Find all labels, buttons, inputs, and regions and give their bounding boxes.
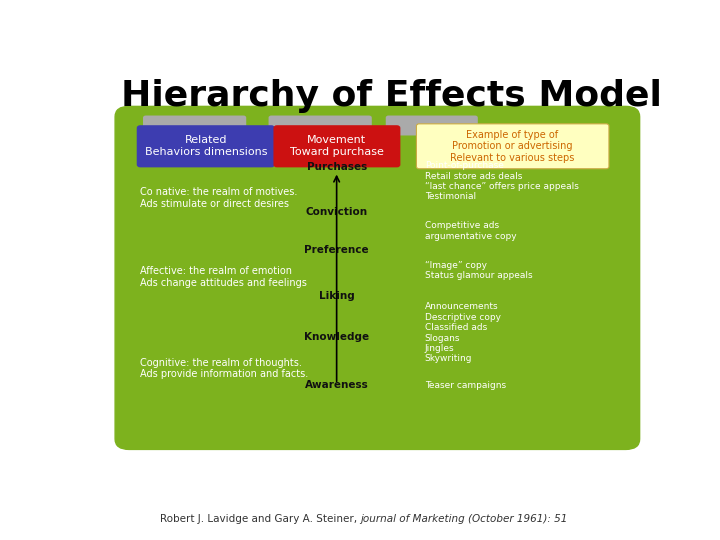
Text: Movement
Toward purchase: Movement Toward purchase [290, 136, 384, 157]
Text: Preference: Preference [305, 245, 369, 255]
FancyBboxPatch shape [115, 106, 639, 449]
Text: Announcements
Descriptive copy
Classified ads
Slogans
Jingles
Skywriting: Announcements Descriptive copy Classifie… [425, 302, 501, 363]
Text: Cognitive: the realm of thoughts.
Ads provide information and facts.: Cognitive: the realm of thoughts. Ads pr… [140, 357, 308, 379]
Text: Affective: the realm of emotion
Ads change attitudes and feelings: Affective: the realm of emotion Ads chan… [140, 266, 307, 288]
Text: Conviction: Conviction [305, 207, 368, 218]
Text: Hierarchy of Effects Model: Hierarchy of Effects Model [121, 79, 662, 113]
Text: Robert J. Lavidge and Gary A. Steiner,: Robert J. Lavidge and Gary A. Steiner, [160, 515, 360, 524]
Text: Teaser campaigns: Teaser campaigns [425, 381, 506, 390]
FancyBboxPatch shape [138, 126, 274, 167]
Text: Example of type of
Promotion or advertising
Relevant to various steps: Example of type of Promotion or advertis… [450, 130, 575, 163]
FancyBboxPatch shape [269, 116, 372, 136]
Text: Knowledge: Knowledge [304, 332, 369, 342]
FancyBboxPatch shape [143, 116, 246, 136]
Text: Point-of-purchase
Retail store ads deals
“last chance” offers price appeals
Test: Point-of-purchase Retail store ads deals… [425, 161, 579, 201]
Text: journal of Marketing (October 1961): 51: journal of Marketing (October 1961): 51 [360, 515, 567, 524]
Text: “Image” copy
Status glamour appeals: “Image” copy Status glamour appeals [425, 261, 532, 280]
Text: Competitive ads
argumentative copy: Competitive ads argumentative copy [425, 221, 516, 241]
Text: Purchases: Purchases [307, 161, 366, 172]
Text: Related
Behaviors dimensions: Related Behaviors dimensions [145, 136, 267, 157]
Text: Liking: Liking [319, 291, 354, 301]
FancyBboxPatch shape [416, 124, 609, 168]
FancyBboxPatch shape [386, 116, 478, 136]
Text: Co native: the realm of motives.
Ads stimulate or direct desires: Co native: the realm of motives. Ads sti… [140, 187, 297, 208]
FancyBboxPatch shape [274, 126, 400, 167]
Text: Awareness: Awareness [305, 380, 369, 390]
